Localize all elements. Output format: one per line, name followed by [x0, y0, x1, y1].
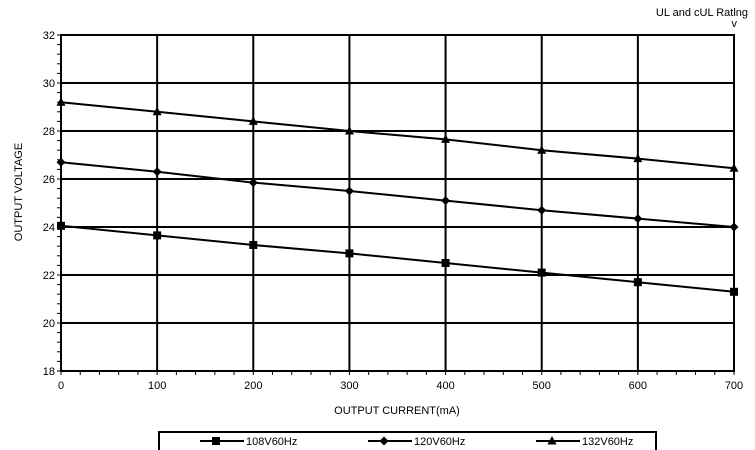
data-point-3-1	[152, 106, 162, 116]
y-tick-label-26: 26	[43, 174, 55, 186]
data-point-2-1	[152, 167, 162, 177]
series-line-1	[60, 224, 735, 293]
legend-marker-1	[212, 437, 220, 445]
legend-marker-3	[547, 436, 557, 445]
data-point-2-2	[248, 178, 258, 188]
series-line-3	[60, 101, 735, 170]
data-point-1-4	[441, 259, 450, 267]
y-tick-label-32: 32	[43, 30, 55, 42]
x-tick-label-0: 0	[58, 380, 64, 392]
x-tick-labels: 0 100 200 300 400 500 600 700	[58, 380, 743, 392]
data-point-2-3	[344, 186, 354, 196]
data-point-2-5	[537, 205, 547, 215]
y-tick-labels: 18 20 22 24 26 28 30 32	[43, 30, 55, 378]
plot-frame	[60, 34, 735, 372]
series-line-2	[60, 161, 735, 228]
y-tick-label-30: 30	[43, 78, 55, 90]
legend: 108V60Hz 120V60Hz 132V60Hz	[200, 436, 633, 448]
data-point-3-3	[344, 126, 354, 135]
x-tick-label-700: 700	[725, 380, 743, 392]
data-point-2-0	[56, 157, 66, 167]
data-point-3-7	[729, 163, 739, 172]
data-point-1-7	[730, 287, 738, 296]
x-tick-label-300: 300	[340, 380, 358, 392]
y-axis-title: OUTPUT VOLTAGE	[13, 143, 25, 241]
legend-marker-2	[379, 436, 389, 446]
data-point-1-5	[537, 268, 546, 277]
data-point-1-2	[249, 241, 258, 249]
series-group	[56, 97, 739, 296]
x-tick-label-100: 100	[148, 380, 166, 392]
legend-label-1: 108V60Hz	[246, 436, 297, 448]
data-point-2-6	[633, 214, 643, 224]
data-point-1-1	[153, 231, 162, 240]
data-point-3-0	[56, 97, 66, 106]
legend-label-3: 132V60Hz	[582, 436, 633, 448]
x-tick-label-500: 500	[533, 380, 551, 392]
y-tick-label-18: 18	[43, 366, 55, 378]
y-tick-label-24: 24	[43, 222, 55, 234]
x-tick-label-600: 600	[629, 380, 647, 392]
grid-lines	[60, 34, 735, 372]
data-point-1-3	[345, 249, 354, 258]
data-point-3-5	[537, 145, 547, 154]
data-point-3-2	[248, 116, 258, 125]
y-tick-label-20: 20	[43, 318, 55, 330]
x-tick-label-400: 400	[436, 380, 454, 392]
data-point-3-4	[441, 134, 451, 143]
data-point-1-0	[57, 221, 65, 230]
y-tick-label-28: 28	[43, 126, 55, 138]
y-tick-label-22: 22	[43, 270, 55, 282]
legend-label-2: 120V60Hz	[414, 436, 465, 448]
data-point-2-7	[729, 222, 739, 232]
rating-note-sub: v	[732, 18, 738, 30]
rating-note: UL and cUL Ratlng	[656, 7, 748, 19]
data-point-2-4	[441, 196, 451, 206]
data-point-3-6	[633, 153, 643, 163]
x-tick-label-200: 200	[244, 380, 262, 392]
x-axis-title: OUTPUT CURRENT(mA)	[334, 405, 460, 417]
data-point-1-6	[633, 278, 642, 287]
